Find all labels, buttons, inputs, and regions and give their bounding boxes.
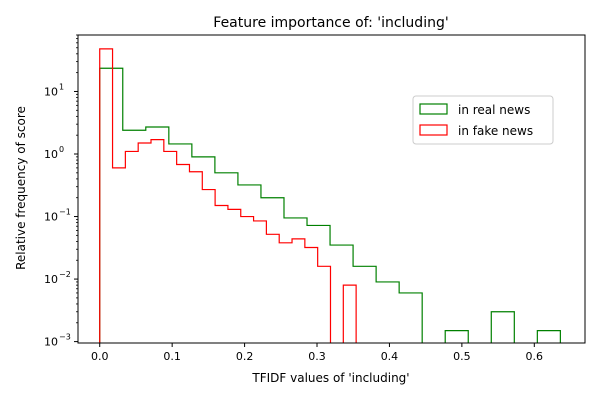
x-tick-label: 0.6 xyxy=(526,350,544,363)
y-tick-label: 10 xyxy=(44,273,58,286)
x-tick-label: 0.3 xyxy=(308,350,326,363)
x-axis-label: TFIDF values of 'including' xyxy=(251,371,409,385)
x-tick-label: 0.5 xyxy=(453,350,471,363)
x-tick-label: 0.0 xyxy=(91,350,109,363)
chart-title: Feature importance of: 'including' xyxy=(213,15,448,31)
legend-box xyxy=(412,95,554,145)
y-axis-label: Relative frequency of score xyxy=(14,106,28,270)
y-tick-label: 10 xyxy=(44,148,58,161)
y-tick-label: 10 xyxy=(44,211,58,224)
x-axis: 0.0 0.1 0.2 0.3 0.4 0.5 0.6 xyxy=(91,343,543,363)
legend-swatch xyxy=(419,124,448,136)
y-tick-label-exponent: 0 xyxy=(59,145,64,154)
y-tick-label-exponent: −1 xyxy=(59,208,71,217)
y-tick-label: 10 xyxy=(44,336,58,349)
legend: in real news in fake news xyxy=(412,95,554,145)
x-tick-label: 0.2 xyxy=(236,350,254,363)
x-tick-label: 0.1 xyxy=(163,350,181,363)
y-tick-label-exponent: 1 xyxy=(59,82,64,91)
histogram-series-real xyxy=(99,67,561,343)
legend-swatch xyxy=(419,103,448,115)
legend-label: in real news xyxy=(458,103,530,117)
legend-label: in fake news xyxy=(458,124,533,138)
histogram-series-fake xyxy=(99,48,357,343)
plot-area-frame xyxy=(77,34,586,344)
y-tick-label-exponent: −3 xyxy=(59,333,71,342)
y-tick-label-exponent: −2 xyxy=(59,270,71,279)
x-tick-label: 0.4 xyxy=(381,350,399,363)
histogram-series-layer xyxy=(99,48,561,343)
y-tick-label: 10 xyxy=(44,85,58,98)
